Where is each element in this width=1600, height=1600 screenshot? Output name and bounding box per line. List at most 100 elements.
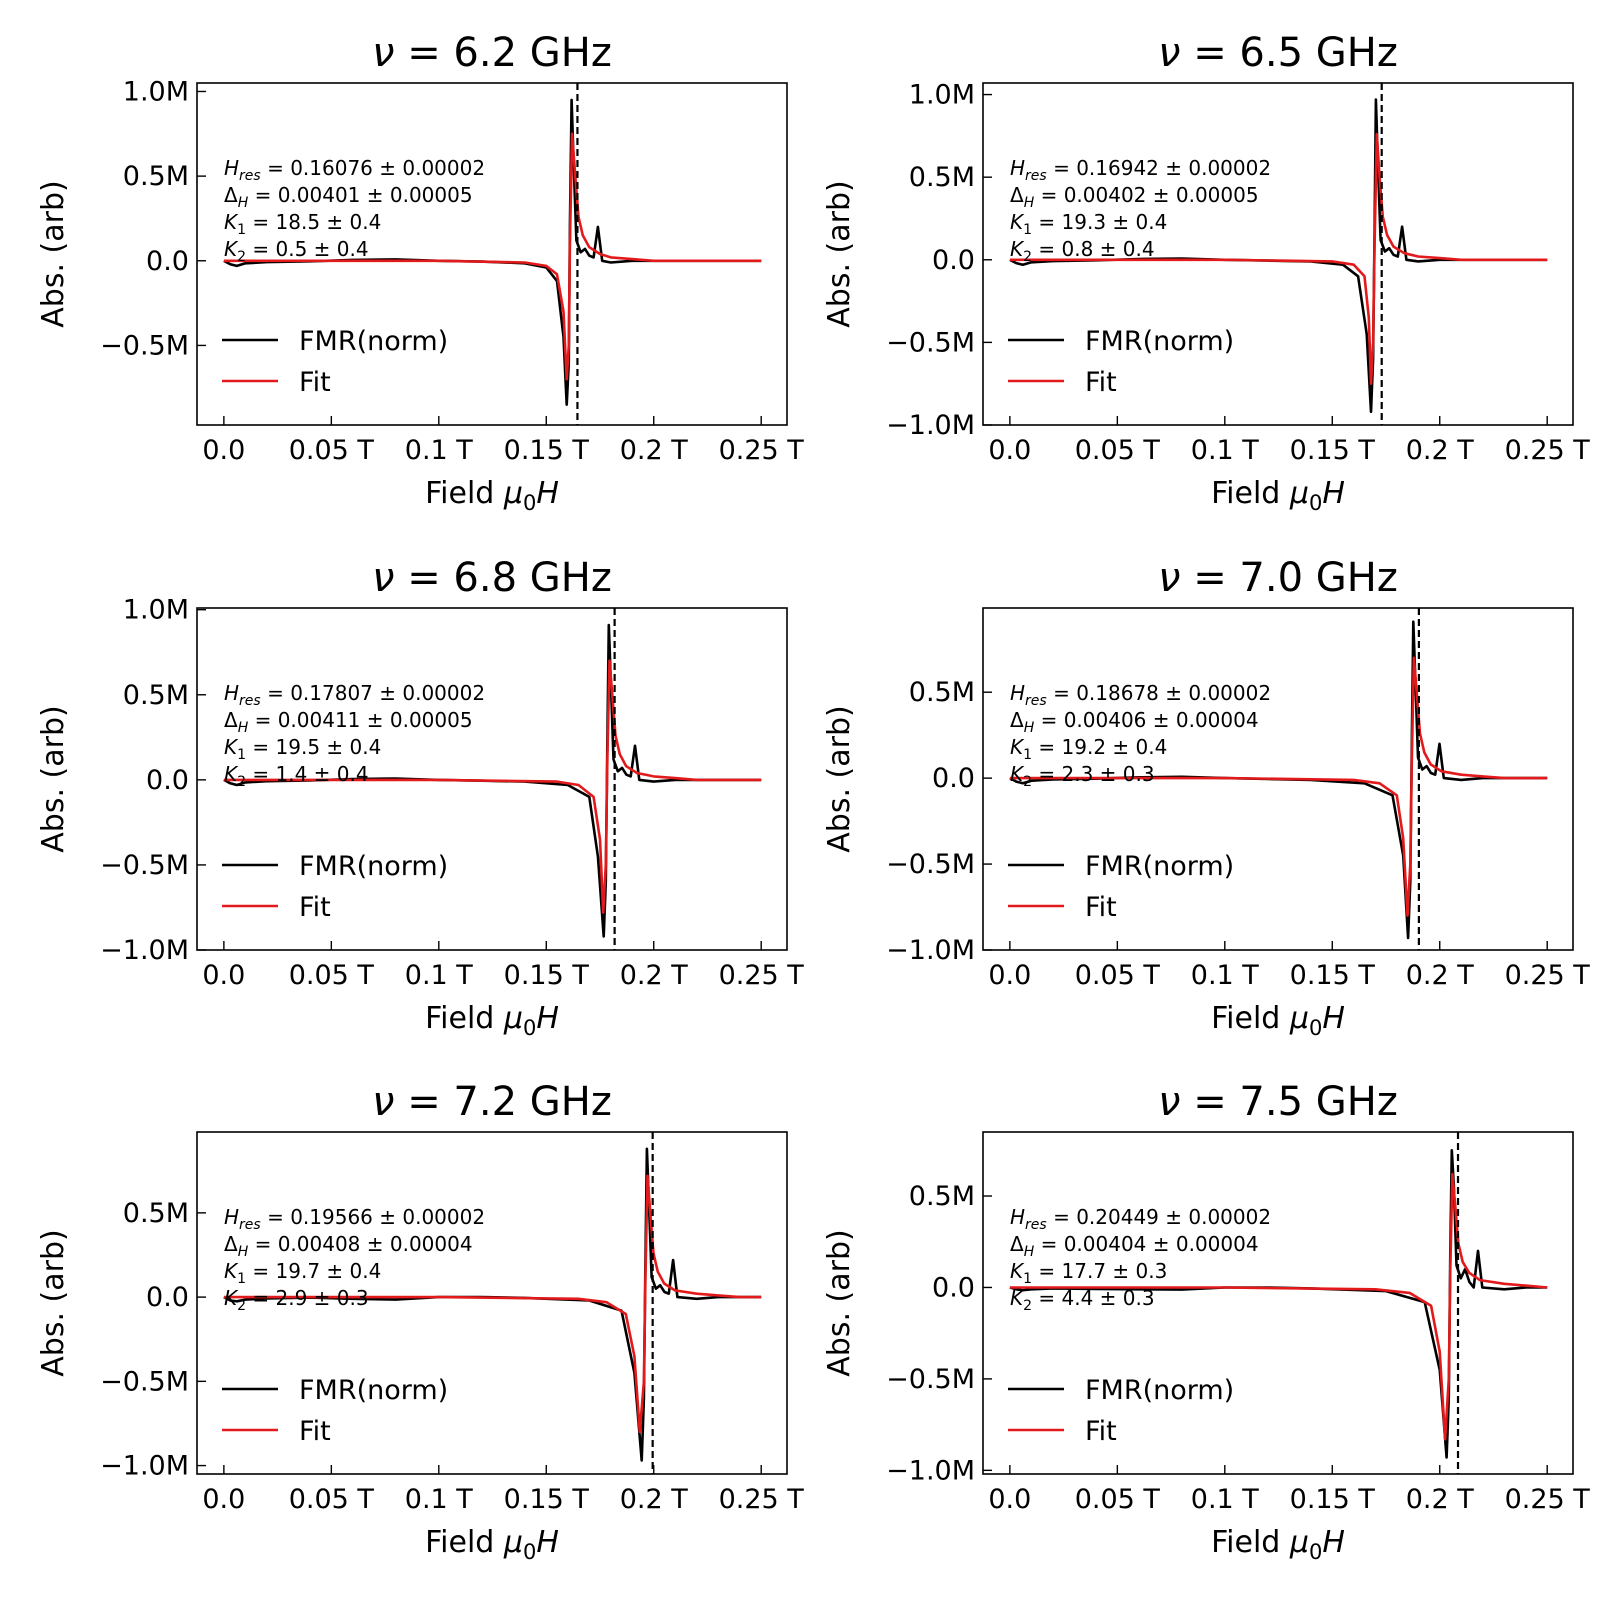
fit-parameter-k2: K2 = 0.8 ± 0.4	[1010, 237, 1155, 265]
x-tick-label: 0.05 T	[289, 960, 375, 991]
x-axis-label: Field μ0H	[425, 1001, 559, 1040]
fit-parameter-k1: K1 = 17.7 ± 0.3	[1010, 1259, 1167, 1287]
x-tick-label: 0.2 T	[1406, 960, 1475, 991]
legend-label-fmr: FMR(norm)	[1085, 326, 1234, 357]
y-tick-label: 0.0	[932, 1272, 975, 1303]
plot-area	[1009, 98, 1548, 414]
fit-line	[223, 1174, 762, 1434]
chart-title: ν = 7.0 GHz	[1158, 555, 1398, 601]
plot-area	[1009, 620, 1548, 940]
y-tick-label: −0.5M	[886, 327, 975, 358]
x-tick-label: 0.0	[988, 435, 1031, 466]
panel-4: ν = 7.0 GHz 0.0 0.05 T 0.1 T 0.15 T 0.2 T 0.25…	[822, 555, 1590, 1040]
fit-line	[223, 132, 762, 381]
x-tick-label: 0.25 T	[1505, 1484, 1591, 1515]
fit-parameter-hres: Hres = 0.20449 ± 0.00002	[1010, 1205, 1271, 1233]
y-axis-label: Abs. (arb)	[822, 180, 857, 327]
fit-parameter-k2: K2 = 0.5 ± 0.4	[224, 237, 369, 265]
fit-parameter-k1: K1 = 19.2 ± 0.4	[1010, 735, 1167, 763]
fit-line	[223, 659, 762, 914]
chart-title: ν = 6.8 GHz	[372, 555, 612, 601]
legend-label-fit: Fit	[1085, 1416, 1117, 1447]
y-axis-label: Abs. (arb)	[36, 705, 71, 852]
fit-parameter-k1: K1 = 18.5 ± 0.4	[224, 210, 381, 238]
x-tick-label: 0.05 T	[1075, 1484, 1161, 1515]
panel-2: ν = 6.5 GHz 0.0 0.05 T 0.1 T 0.15 T 0.2 T 0.25…	[822, 30, 1590, 515]
fit-parameter-hres: Hres = 0.18678 ± 0.00002	[1010, 681, 1271, 709]
fit-parameter-dh: ΔH = 0.00401 ± 0.00005	[224, 183, 473, 211]
x-tick-label: 0.1 T	[1191, 1484, 1260, 1515]
y-tick-label: 1.0M	[123, 76, 189, 107]
fit-parameter-dh: ΔH = 0.00406 ± 0.00004	[1010, 708, 1259, 736]
y-tick-label: 0.5M	[123, 161, 189, 192]
chart-title: ν = 7.5 GHz	[1158, 1079, 1398, 1125]
x-tick-label: 0.25 T	[719, 960, 805, 991]
legend-label-fit: Fit	[299, 367, 331, 398]
axes-frame	[982, 607, 1574, 951]
fit-parameter-k1: K1 = 19.7 ± 0.4	[224, 1259, 381, 1287]
fit-parameter-hres: Hres = 0.17807 ± 0.00002	[224, 681, 485, 709]
legend-label-fmr: FMR(norm)	[1085, 851, 1234, 882]
fit-parameter-dh: ΔH = 0.00404 ± 0.00004	[1010, 1232, 1259, 1260]
panel-5: ν = 7.2 GHz 0.0 0.05 T 0.1 T 0.15 T 0.2 T 0.25…	[36, 1079, 804, 1564]
y-tick-label: −1.0M	[886, 410, 975, 441]
chart-title: ν = 6.2 GHz	[372, 30, 612, 76]
y-tick-label: −1.0M	[886, 1455, 975, 1486]
fit-parameter-dh: ΔH = 0.00411 ± 0.00005	[224, 708, 473, 736]
axes-frame	[982, 1131, 1574, 1475]
y-tick-label: 0.5M	[909, 1181, 975, 1212]
x-tick-label: 0.0	[202, 960, 245, 991]
plot-area	[1009, 1149, 1548, 1459]
y-tick-label: 0.5M	[123, 1198, 189, 1229]
y-tick-label: −1.0M	[100, 935, 189, 966]
x-tick-label: 0.1 T	[1191, 435, 1260, 466]
x-axis-label: Field μ0H	[425, 476, 559, 515]
x-tick-label: 0.0	[988, 1484, 1031, 1515]
x-tick-label: 0.1 T	[405, 435, 474, 466]
y-axis-label: Abs. (arb)	[822, 705, 857, 852]
y-tick-label: 0.0	[146, 765, 189, 796]
x-tick-label: 0.05 T	[1075, 960, 1161, 991]
fit-parameter-k1: K1 = 19.5 ± 0.4	[224, 735, 381, 763]
x-tick-label: 0.2 T	[620, 960, 689, 991]
x-tick-label: 0.25 T	[719, 1484, 805, 1515]
x-tick-label: 0.1 T	[1191, 960, 1260, 991]
y-tick-label: 0.0	[932, 763, 975, 794]
x-tick-label: 0.05 T	[1075, 435, 1161, 466]
y-tick-label: −1.0M	[886, 935, 975, 966]
x-axis-label: Field μ0H	[1211, 1525, 1345, 1564]
y-tick-label: 1.0M	[123, 595, 189, 626]
fit-parameter-hres: Hres = 0.19566 ± 0.00002	[224, 1205, 485, 1233]
axes-frame	[196, 607, 788, 951]
y-tick-label: 1.0M	[909, 80, 975, 111]
y-tick-label: 0.5M	[123, 680, 189, 711]
chart-title: ν = 6.5 GHz	[1158, 30, 1398, 76]
x-tick-label: 0.0	[202, 435, 245, 466]
x-tick-label: 0.05 T	[289, 1484, 375, 1515]
fit-line	[1009, 656, 1548, 917]
legend-label-fmr: FMR(norm)	[299, 851, 448, 882]
legend-label-fmr: FMR(norm)	[299, 326, 448, 357]
x-tick-label: 0.2 T	[620, 435, 689, 466]
x-tick-label: 0.0	[202, 1484, 245, 1515]
chart-title: ν = 7.2 GHz	[372, 1079, 612, 1125]
fit-parameter-k2: K2 = 1.4 ± 0.4	[224, 762, 369, 790]
x-tick-label: 0.15 T	[1290, 435, 1376, 466]
y-tick-label: −0.5M	[100, 850, 189, 881]
y-tick-label: 0.5M	[909, 162, 975, 193]
panel-6: ν = 7.5 GHz 0.0 0.05 T 0.1 T 0.15 T 0.2 T 0.25…	[822, 1079, 1590, 1564]
y-tick-label: 0.0	[932, 245, 975, 276]
x-tick-label: 0.1 T	[405, 960, 474, 991]
x-tick-label: 0.15 T	[504, 1484, 590, 1515]
fit-parameter-k1: K1 = 19.3 ± 0.4	[1010, 210, 1167, 238]
x-tick-label: 0.15 T	[504, 435, 590, 466]
axes-frame	[196, 1131, 788, 1475]
fit-parameter-dh: ΔH = 0.00408 ± 0.00004	[224, 1232, 473, 1260]
fit-parameter-k2: K2 = 2.9 ± 0.3	[224, 1286, 369, 1314]
y-tick-label: −1.0M	[100, 1451, 189, 1482]
fit-parameter-k2: K2 = 4.4 ± 0.3	[1010, 1286, 1155, 1314]
y-tick-label: −0.5M	[100, 1366, 189, 1397]
fit-line	[1009, 1172, 1548, 1441]
panel-3: ν = 6.8 GHz 0.0 0.05 T 0.1 T 0.15 T 0.2 T 0.25…	[36, 555, 804, 1040]
